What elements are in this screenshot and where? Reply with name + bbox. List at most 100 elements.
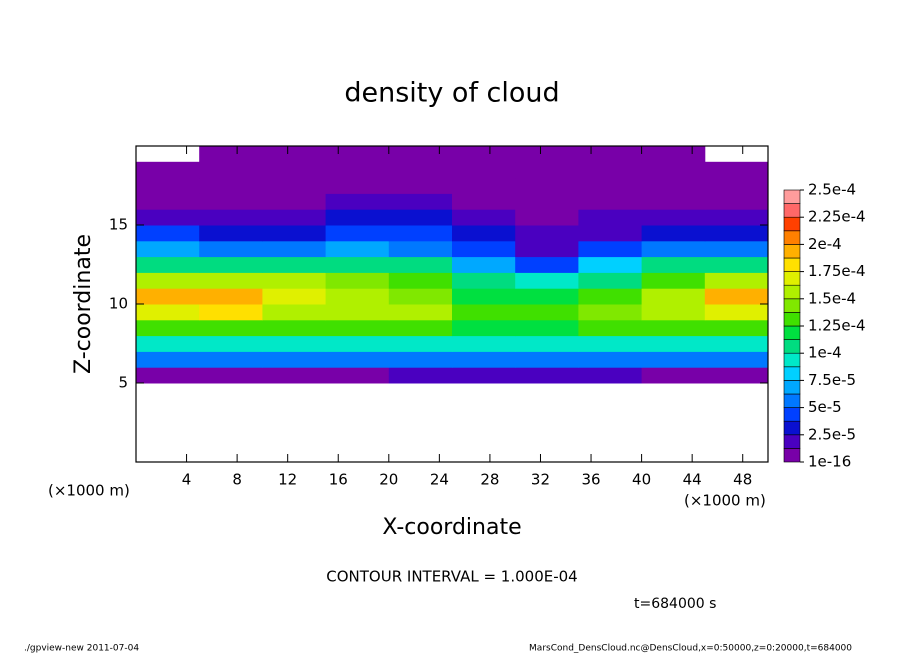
cell: [199, 225, 263, 242]
cell: [515, 367, 579, 384]
colorbar-box: [783, 244, 801, 259]
x-tick-label: 4: [182, 471, 192, 489]
colorbar-box: [783, 203, 801, 218]
x-tick-label: 12: [278, 471, 297, 489]
cell: [704, 177, 769, 194]
colorbar-label: 2e-4: [808, 235, 842, 253]
cell: [325, 304, 390, 321]
cell: [704, 272, 769, 289]
cell: [262, 272, 327, 289]
cell: [641, 146, 706, 163]
cell: [578, 304, 643, 321]
colorbar-label: 7.5e-5: [808, 371, 856, 389]
cell: [704, 193, 769, 210]
colorbar-box: [783, 312, 801, 327]
colorbar-label: 5e-5: [808, 398, 842, 416]
cell: [515, 193, 579, 210]
cell: [262, 161, 327, 179]
cell: [578, 335, 643, 352]
cell: [578, 146, 643, 163]
y-tick-label: 15: [109, 216, 128, 234]
cell: [641, 335, 706, 352]
cell: [199, 177, 263, 194]
cell: [641, 225, 706, 242]
cell: [704, 304, 769, 321]
cell: [452, 193, 516, 210]
colorbar-label: 1.75e-4: [808, 262, 866, 280]
cell: [641, 177, 706, 194]
cell: [136, 225, 200, 242]
colorbar-box: [783, 393, 801, 408]
cell: [704, 256, 769, 273]
colorbar-box: [783, 216, 801, 232]
colorbar-box: [783, 325, 801, 340]
cell: [136, 272, 200, 289]
cell: [136, 304, 200, 321]
colorbar-box: [783, 189, 801, 204]
cell: [199, 319, 263, 337]
cell: [452, 288, 516, 305]
cell: [388, 161, 453, 179]
cell: [704, 209, 769, 226]
cell: [262, 367, 327, 384]
cell: [515, 177, 579, 194]
x-tick-label: 48: [733, 471, 752, 489]
cell: [641, 256, 706, 273]
x-tick-label: 20: [379, 471, 398, 489]
cell: [325, 367, 390, 384]
x-tick-label: 40: [632, 471, 651, 489]
colorbar-label: 1.5e-4: [808, 289, 856, 307]
cell: [452, 272, 516, 289]
cell: [325, 319, 390, 337]
cell: [136, 161, 200, 179]
cell: [578, 177, 643, 194]
cell: [199, 161, 263, 179]
cell: [452, 335, 516, 352]
cell: [325, 161, 390, 179]
cell: [388, 288, 453, 305]
cell: [388, 225, 453, 242]
colorbar-box: [783, 366, 801, 381]
cell: [515, 161, 579, 179]
cell: [199, 256, 263, 273]
cell: [388, 256, 453, 273]
cell: [704, 351, 769, 368]
footer: MarsCond_DensCloud.nc@DensCloud,x=0:5000…: [529, 644, 852, 654]
cell: [641, 351, 706, 368]
cell: [452, 367, 516, 384]
colorbar-box: [783, 407, 801, 422]
cell: [325, 177, 390, 194]
cell: [199, 240, 263, 258]
cell: [262, 304, 327, 321]
cell: [262, 193, 327, 210]
cell: [136, 177, 200, 194]
cell: [704, 240, 769, 258]
cell: [136, 288, 200, 305]
cell: [388, 146, 453, 163]
colorbar-box: [783, 448, 801, 463]
cell: [325, 351, 390, 368]
cell: [262, 209, 327, 226]
cell: [515, 351, 579, 368]
cell: [578, 288, 643, 305]
cell: [704, 367, 769, 384]
cell: [199, 351, 263, 368]
colorbar-box: [783, 352, 801, 368]
cell: [452, 304, 516, 321]
cell: [136, 367, 200, 384]
cell: [578, 272, 643, 289]
cell: [262, 319, 327, 337]
colorbar-box: [783, 434, 801, 449]
cell: [325, 288, 390, 305]
footer: ./gpview-new 2011-07-04: [24, 644, 139, 654]
cell: [452, 177, 516, 194]
cell: [388, 367, 453, 384]
x-tick-label: 32: [531, 471, 550, 489]
x-unit: (×1000 m): [48, 482, 130, 500]
cell: [515, 319, 579, 337]
cell: [262, 351, 327, 368]
cell: [262, 240, 327, 258]
colorbar-box: [783, 298, 801, 313]
cell: [641, 272, 706, 289]
contour-note: CONTOUR INTERVAL = 1.000E-04: [326, 568, 577, 586]
